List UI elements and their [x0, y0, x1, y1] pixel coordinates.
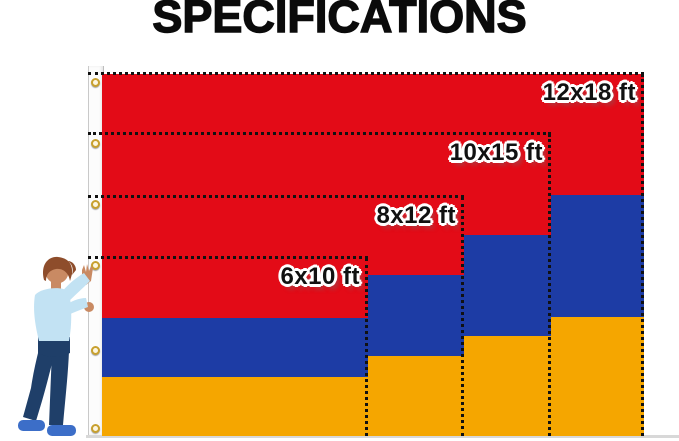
- grommet-ring: [91, 78, 100, 87]
- person-illustration: [18, 256, 94, 436]
- flag-right-dotted-line: [461, 197, 464, 436]
- person-torso: [34, 288, 72, 341]
- grommet-ring: [91, 346, 100, 355]
- flag-top-dotted-line: [88, 195, 464, 198]
- grommet-ring: [91, 261, 100, 270]
- person-back-leg: [23, 349, 55, 421]
- grommet-ring: [91, 424, 100, 433]
- person-raised-arm: [61, 273, 90, 304]
- flag-6x10-ft: [102, 258, 368, 436]
- flag-top-dotted-line: [88, 132, 551, 135]
- flag-right-dotted-line: [365, 258, 368, 436]
- person-front-leg: [49, 350, 69, 425]
- person-back-shoe: [18, 420, 45, 431]
- person-front-shoe: [47, 425, 76, 436]
- person-hair: [43, 256, 76, 281]
- stripe-red: [102, 258, 368, 318]
- flag-size-label: 12x18 ft: [542, 79, 636, 106]
- flag-top-dotted-line: [88, 256, 368, 259]
- grommet-ring: [91, 200, 100, 209]
- flag-right-dotted-line: [641, 74, 644, 436]
- ground-shadow-line: [86, 435, 679, 438]
- stripe-orange: [102, 377, 368, 436]
- flag-right-dotted-line: [548, 134, 551, 436]
- grommet-ring: [91, 139, 100, 148]
- person-lower-arm: [63, 298, 88, 316]
- person-neck: [51, 279, 61, 290]
- flag-size-label: 10x15 ft: [449, 139, 543, 166]
- person-hips: [38, 337, 70, 357]
- flag-top-dotted-line: [88, 72, 644, 75]
- flag-size-label: 6x10 ft: [280, 263, 360, 290]
- page-title: SPECIFICATIONS: [152, 0, 528, 42]
- stripe-blue: [102, 318, 368, 377]
- flag-size-label: 8x12 ft: [376, 202, 456, 229]
